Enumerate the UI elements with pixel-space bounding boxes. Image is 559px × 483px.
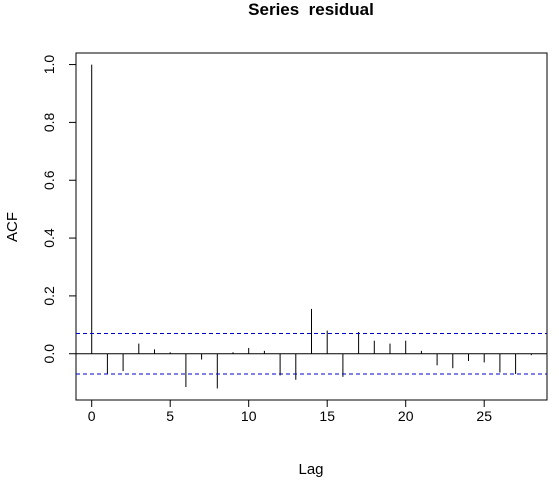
x-tick-label: 15 [319, 408, 335, 424]
x-axis: 0 5 10 15 20 25 [88, 399, 492, 424]
y-tick-label: 1.0 [41, 55, 57, 75]
y-tick-label: 0.0 [41, 344, 57, 364]
y-tick-label: 0.6 [41, 170, 57, 190]
y-tick-label: 0.4 [41, 228, 57, 248]
x-tick-label: 5 [166, 408, 174, 424]
y-tick-label: 0.8 [41, 112, 57, 132]
y-axis-label: ACF [4, 212, 21, 242]
chart-title: Series residual [248, 0, 374, 19]
x-tick-label: 20 [398, 408, 414, 424]
acf-bars [91, 64, 532, 389]
x-tick-label: 0 [88, 408, 96, 424]
x-axis-label: Lag [298, 461, 323, 478]
y-tick-label: 0.2 [41, 286, 57, 306]
confidence-bounds [76, 332, 547, 375]
x-tick-label: 25 [476, 408, 492, 424]
y-axis: 0.0 0.2 0.4 0.6 0.8 1.0 [41, 55, 77, 364]
x-tick-label: 10 [241, 408, 257, 424]
